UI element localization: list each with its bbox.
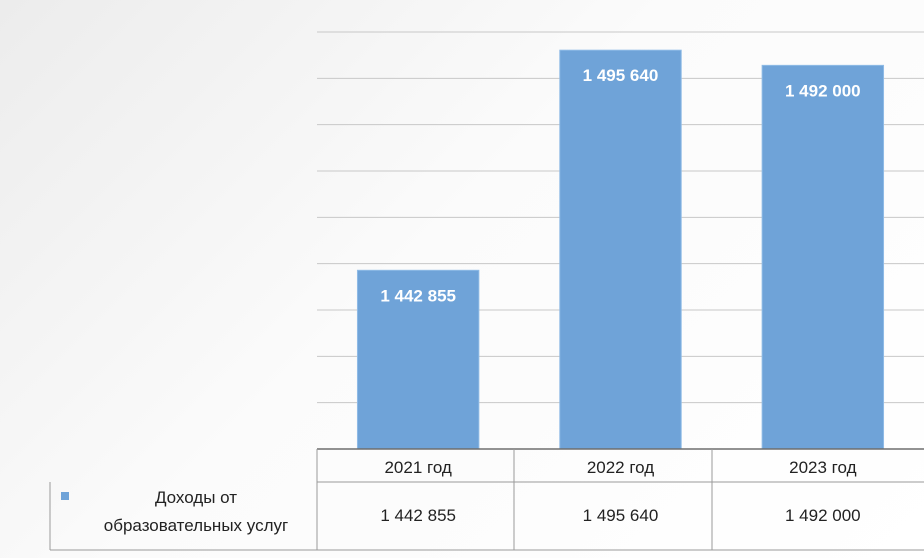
data-label-1: 1 442 855	[380, 286, 456, 305]
bars	[356, 49, 885, 450]
legend-entry-line-2: образовательных услуг	[104, 516, 288, 535]
data-table: 2021 год 2022 год 2023 год 1 442 855 1 495 …	[49, 449, 924, 551]
table-value-2: 1 495 640	[583, 506, 659, 525]
bar-1	[356, 269, 480, 450]
table-value-3: 1 492 000	[785, 506, 861, 525]
category-label-3: 2023 год	[789, 458, 856, 477]
bar-3	[761, 64, 885, 450]
category-label-1: 2021 год	[384, 458, 451, 477]
table-headers: 2021 год 2022 год 2023 год	[384, 458, 856, 477]
bar-2	[559, 49, 682, 450]
table-cells: 1 442 855 1 495 640 1 492 000	[380, 506, 860, 525]
legend-key-icon	[61, 492, 69, 500]
table-value-1: 1 442 855	[380, 506, 456, 525]
legend-entry-line-1: Доходы от	[155, 488, 237, 507]
category-label-2: 2022 год	[587, 458, 654, 477]
data-label-2: 1 495 640	[583, 66, 659, 85]
data-labels: 1 442 855 1 495 640 1 492 000	[380, 66, 860, 305]
data-label-3: 1 492 000	[785, 81, 861, 100]
